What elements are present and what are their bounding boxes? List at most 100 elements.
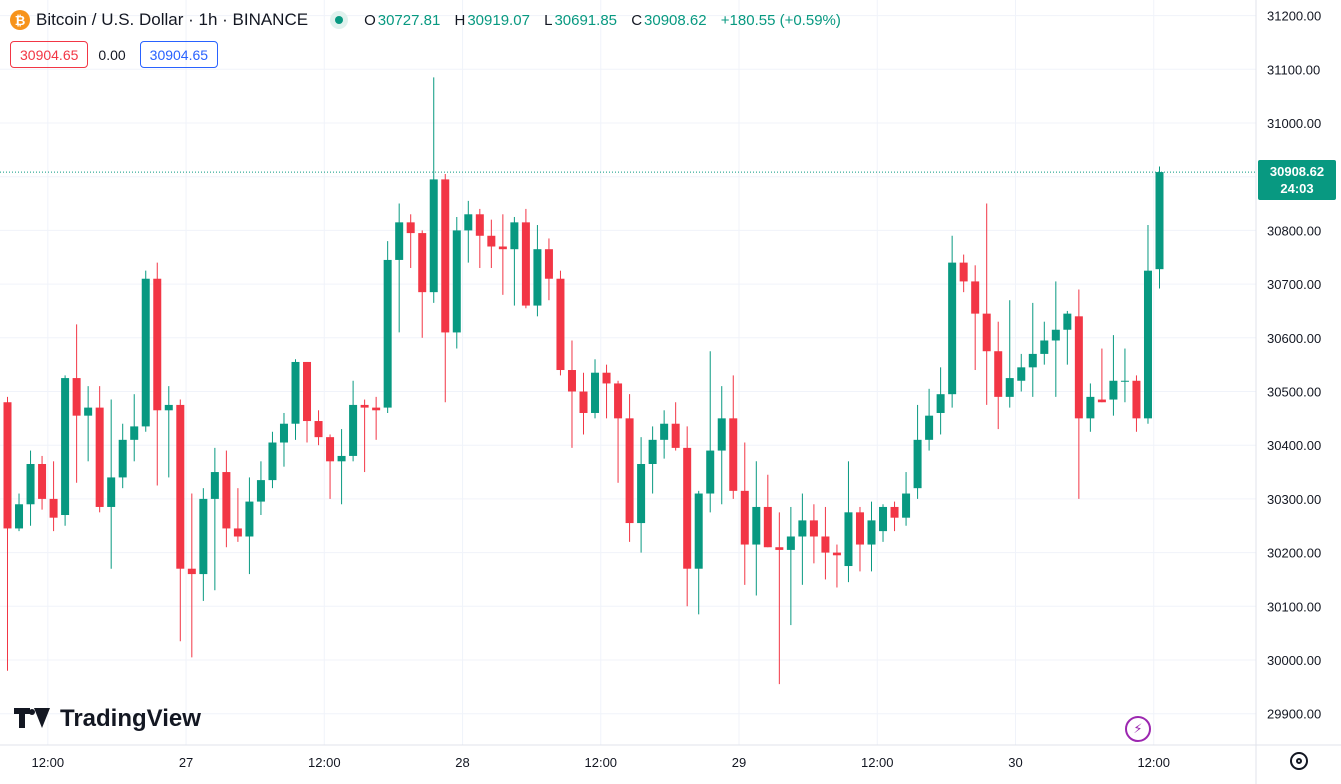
candle-body — [1051, 329, 1060, 341]
candle-body — [913, 439, 922, 489]
candle-body — [141, 278, 150, 427]
candle — [994, 321, 1003, 430]
candle-body — [902, 493, 911, 518]
time-tick-label: 12:00 — [585, 755, 618, 770]
symbol-legend: ₿ Bitcoin / U.S. Dollar · 1h · BINANCE O… — [10, 10, 843, 30]
candle-body — [268, 442, 277, 481]
candle — [199, 488, 208, 601]
low-label: L — [544, 11, 553, 29]
candle-body — [15, 504, 24, 529]
candle-body — [625, 418, 634, 524]
candle-body — [1017, 367, 1026, 381]
time-tick-label: 30 — [1008, 755, 1022, 770]
tradingview-logo[interactable]: TradingView — [14, 705, 201, 733]
price-axis[interactable]: 31200.0031100.0031000.0030900.0030800.00… — [1267, 9, 1321, 722]
candle — [337, 429, 346, 505]
candle-body — [821, 536, 830, 553]
candle — [49, 461, 58, 532]
candle — [176, 399, 185, 642]
candle-body — [925, 415, 934, 440]
candle — [1017, 353, 1026, 392]
candle-body — [533, 249, 542, 306]
candle-body — [832, 552, 841, 556]
candle-body — [187, 568, 196, 575]
tradingview-logo-icon — [14, 708, 52, 730]
candle — [602, 364, 611, 419]
candle — [429, 77, 438, 303]
candle — [452, 216, 461, 349]
candle — [1120, 348, 1129, 403]
candle — [1097, 348, 1106, 403]
time-tick-label: 28 — [455, 755, 469, 770]
candle-body — [948, 262, 957, 395]
candle — [487, 219, 496, 268]
candle-body — [360, 404, 369, 408]
candle-body — [464, 214, 473, 231]
candle — [406, 214, 415, 268]
candle — [1040, 321, 1049, 365]
candle-body — [337, 455, 346, 462]
candle — [740, 442, 749, 585]
candle-body — [1040, 340, 1049, 354]
candle-body — [694, 493, 703, 569]
candle — [821, 506, 830, 580]
price-tick-label: 30000.00 — [1267, 653, 1321, 668]
candle-body — [1086, 396, 1095, 419]
candle-body — [591, 372, 600, 413]
candle-body — [164, 404, 173, 411]
candle — [498, 214, 507, 295]
candle — [982, 203, 991, 405]
buy-price-button[interactable]: 30904.65 — [139, 41, 219, 68]
ohlc-values: O 30727.81 H 30919.07 L 30691.85 C 30908.62 … — [364, 12, 843, 29]
candle — [890, 501, 899, 532]
price-tick-label: 30700.00 — [1267, 277, 1321, 292]
candle-body — [729, 418, 738, 491]
candle-body — [49, 498, 58, 518]
candle — [291, 359, 300, 440]
candle-body — [314, 421, 323, 438]
candle-body — [487, 235, 496, 247]
candle-body — [383, 259, 392, 408]
candle-body — [245, 501, 254, 537]
candle — [72, 324, 81, 483]
candle — [3, 396, 12, 671]
sell-price-button[interactable]: 30904.65 — [10, 41, 89, 68]
candle-body — [671, 423, 680, 448]
candle-body — [441, 179, 450, 333]
high-label: H — [454, 11, 466, 29]
candle-body — [936, 394, 945, 413]
symbol-title[interactable]: Bitcoin / U.S. Dollar · 1h · BINANCE — [36, 10, 309, 29]
candle-body — [706, 450, 715, 494]
candle — [763, 474, 772, 548]
candle — [38, 455, 47, 510]
time-tick-label: 29 — [732, 755, 746, 770]
candle — [326, 434, 335, 499]
candle — [464, 200, 473, 263]
candle — [625, 394, 634, 542]
candle — [786, 506, 795, 626]
candle — [372, 396, 381, 440]
time-axis[interactable]: 12:00 27 12:00 28 12:00 29 12:00 30 12:00 — [32, 755, 1170, 770]
candle — [1028, 302, 1037, 397]
candle — [637, 437, 646, 553]
candle — [717, 386, 726, 505]
candle-body — [326, 437, 335, 462]
candle-body — [199, 498, 208, 575]
last-price-tag: 30908.62 24:03 — [1258, 160, 1336, 200]
candle — [521, 208, 530, 309]
candle-body — [752, 506, 761, 545]
candle-body — [740, 490, 749, 545]
candle — [61, 375, 70, 526]
candle-body — [1028, 353, 1037, 368]
gear-icon[interactable] — [1290, 752, 1308, 770]
candle — [1074, 289, 1083, 499]
candle-body — [763, 506, 772, 548]
candle-body — [95, 407, 104, 507]
bolt-icon[interactable]: ⚡ — [1125, 716, 1151, 742]
candle — [383, 241, 392, 413]
candle — [809, 504, 818, 564]
candle — [867, 501, 876, 572]
candle — [925, 388, 934, 451]
